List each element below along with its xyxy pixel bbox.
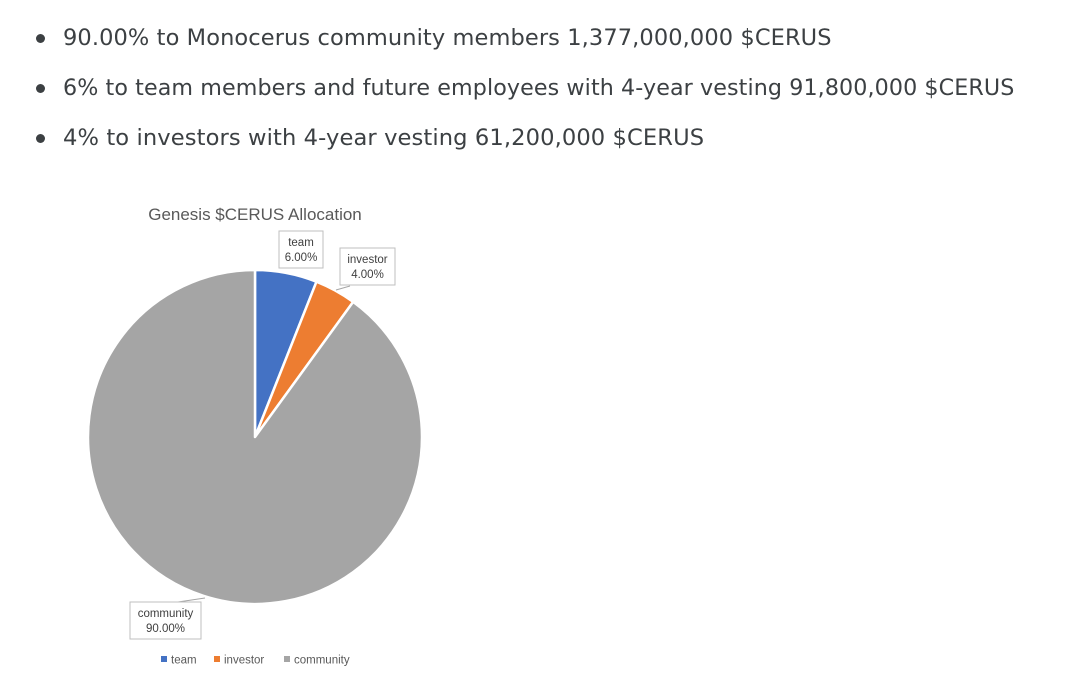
legend-swatch	[214, 656, 220, 662]
chart-legend: team investor community	[161, 655, 350, 667]
data-label-box	[339, 247, 396, 286]
data-label-investor: investor 4.00%	[335, 247, 396, 291]
chart-title: Genesis $CERUS Allocation	[148, 205, 362, 224]
legend-item-community: community	[284, 655, 350, 667]
bullet-dot-icon	[36, 84, 45, 93]
data-label-value: 90.00%	[146, 623, 185, 635]
legend-label: investor	[224, 655, 264, 667]
bullet-dot-icon	[36, 34, 45, 43]
leader-line	[335, 285, 351, 291]
legend-swatch	[284, 656, 290, 662]
data-label-value: 6.00%	[285, 252, 318, 264]
legend-label: team	[171, 655, 197, 667]
data-label-value: 4.00%	[351, 269, 384, 281]
data-label-community: community 90.00%	[129, 597, 206, 640]
bullet-text: 6% to team members and future employees …	[63, 75, 1015, 101]
bullet-text: 90.00% to Monocerus community members 1,…	[63, 25, 832, 51]
data-label-category: investor	[347, 254, 387, 266]
pie-slice-community	[86, 268, 424, 606]
bullet-text: 4% to investors with 4-year vesting 61,2…	[63, 125, 705, 151]
data-label-category: team	[288, 237, 314, 249]
data-label-box	[129, 601, 202, 640]
data-label-category: community	[138, 608, 194, 620]
pie-slices	[86, 268, 424, 606]
pie-data-labels: team 6.00% investor 4.00% community 90.00%	[129, 230, 396, 640]
legend-label: community	[294, 655, 350, 667]
data-label-team: team 6.00%	[278, 230, 324, 269]
legend-item-investor: investor	[214, 655, 264, 667]
leader-line	[177, 597, 206, 603]
bullet-dot-icon	[36, 134, 45, 143]
legend-swatch	[161, 656, 167, 662]
data-label-box	[278, 230, 324, 269]
legend-item-team: team	[161, 655, 197, 667]
